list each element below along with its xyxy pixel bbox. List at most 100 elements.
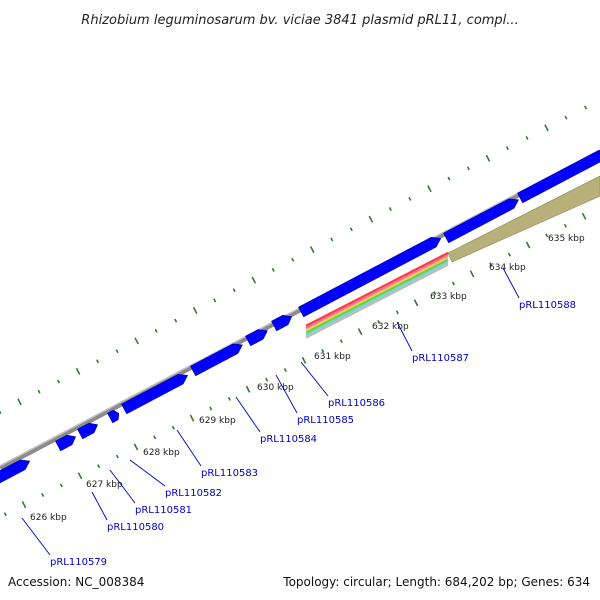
- gc-skew-dash: [485, 154, 491, 162]
- gc-content-dash: [3, 512, 7, 517]
- gc-skew-dash: [349, 227, 353, 232]
- gc-content-dash: [563, 223, 567, 228]
- tick-label: 634 kbp: [489, 263, 526, 273]
- gc-content-dash: [189, 414, 195, 422]
- position-ticks: 626 kbp 627 kbp 628 kbp 629 kbp 630 kbp 631 k…: [30, 234, 585, 523]
- homology-bands: [305, 175, 600, 339]
- gc-skew-dash: [251, 276, 257, 284]
- gc-content-dash: [433, 291, 437, 296]
- homology-band: [305, 254, 449, 330]
- gene-label: pRL110585: [297, 415, 354, 426]
- gc-skew-dash: [291, 257, 295, 262]
- gc-skew-dash: [368, 215, 374, 223]
- tick-label: 632 kbp: [372, 322, 409, 332]
- gc-content-dash: [245, 385, 251, 393]
- accession-label: Accession: NC_008384: [8, 575, 144, 589]
- gc-skew-dash: [37, 389, 41, 394]
- tick-label: 629 kbp: [199, 416, 236, 426]
- gene-leader-line: [176, 429, 202, 467]
- gene-leader-line: [275, 374, 298, 414]
- gc-skew-dash: [408, 196, 412, 201]
- gc-content-dash: [507, 252, 511, 257]
- gene-label: pRL110580: [107, 522, 164, 533]
- homology-band: [305, 256, 449, 332]
- gc-content-dash: [133, 443, 139, 451]
- gene-arrow: [443, 198, 519, 244]
- tick-label: 630 kbp: [257, 383, 294, 393]
- homology-band: [305, 263, 449, 339]
- gene-arrow: [190, 343, 243, 377]
- gene-label: pRL110581: [135, 505, 192, 516]
- gc-skew-dash: [134, 337, 139, 345]
- gene-leader-line: [109, 469, 136, 504]
- gc-skew-dash: [154, 328, 158, 333]
- gene-label: pRL110579: [50, 557, 107, 568]
- gc-skew-dash: [17, 398, 22, 406]
- gc-content-dash: [115, 454, 119, 459]
- gene-leader-line: [502, 267, 520, 299]
- gc-skew-dash: [584, 105, 588, 110]
- gene-leader-line: [396, 321, 413, 352]
- gc-skew-dash: [115, 349, 119, 354]
- gc-skew-dash: [564, 115, 568, 120]
- gene-label: pRL110583: [201, 468, 258, 479]
- gene-label: pRL110588: [519, 300, 576, 311]
- gc-content-dash: [227, 396, 231, 401]
- gc-skew-dash: [192, 307, 198, 314]
- map-title: Rhizobium leguminosarum bv. viciae 3841 …: [81, 13, 518, 28]
- gene-arrow: [0, 459, 31, 484]
- gene-leader-line: [235, 396, 261, 433]
- gene-leader-line: [21, 517, 51, 556]
- gc-content-dash: [21, 501, 27, 509]
- gene-leader-line: [129, 459, 166, 487]
- gc-content-dash: [171, 425, 175, 430]
- tick-label: 628 kbp: [143, 448, 180, 458]
- gc-content-dash: [153, 435, 157, 440]
- gene-arrow: [121, 374, 189, 415]
- gc-content-dash: [339, 339, 343, 344]
- tick-label: 626 kbp: [30, 513, 67, 523]
- gc-content-dash: [97, 464, 101, 469]
- gc-content-dash: [283, 368, 287, 372]
- gc-content-dash: [357, 328, 363, 336]
- gc-skew-dash: [96, 359, 100, 364]
- gc-skew-dash: [57, 379, 61, 384]
- gene-labels: pRL110579 pRL110580 pRL110581 pRL110582 pRL1…: [21, 267, 576, 568]
- gene-arrow: [55, 434, 77, 452]
- gene-leader-line: [91, 491, 108, 521]
- gc-content-dash: [413, 299, 419, 307]
- tick-label: 631 kbp: [314, 352, 351, 362]
- gc-content-dash: [489, 262, 493, 267]
- gc-content-dash: [451, 281, 455, 286]
- gc-content-dash: [77, 472, 83, 480]
- gc-content-dash: [395, 310, 399, 315]
- gc-skew-dash: [232, 288, 236, 293]
- gc-skew-dash: [466, 166, 470, 171]
- gene-arrow: [298, 236, 442, 318]
- topology-summary: Topology: circular; Length: 684,202 bp; …: [282, 575, 590, 589]
- homology-band: [305, 258, 449, 334]
- gc-content-rings: [0, 105, 588, 517]
- gc-skew-dash: [427, 185, 432, 193]
- gc-content-dash: [209, 406, 213, 411]
- gene-label: pRL110586: [328, 398, 385, 409]
- gc-content-dash: [377, 319, 381, 324]
- gc-skew-dash: [213, 298, 217, 303]
- gene-arrow: [271, 314, 293, 332]
- gc-skew-dash: [330, 237, 334, 242]
- gc-content-dash: [59, 483, 63, 488]
- tick-label: 633 kbp: [430, 292, 467, 302]
- gene-arrows: [0, 150, 600, 484]
- gc-skew-dash: [447, 176, 451, 181]
- gene-label: pRL110587: [412, 353, 469, 364]
- highlight-gene-band: [447, 175, 600, 263]
- gc-skew-dash: [174, 318, 178, 323]
- gc-content-dash: [321, 348, 325, 353]
- gc-content-dash: [469, 270, 475, 278]
- gene-arrow: [107, 409, 120, 424]
- gene-arrow: [245, 329, 268, 347]
- gene-leader-line: [300, 361, 329, 397]
- gc-skew-dash: [388, 207, 392, 211]
- gc-skew-dash: [525, 135, 529, 140]
